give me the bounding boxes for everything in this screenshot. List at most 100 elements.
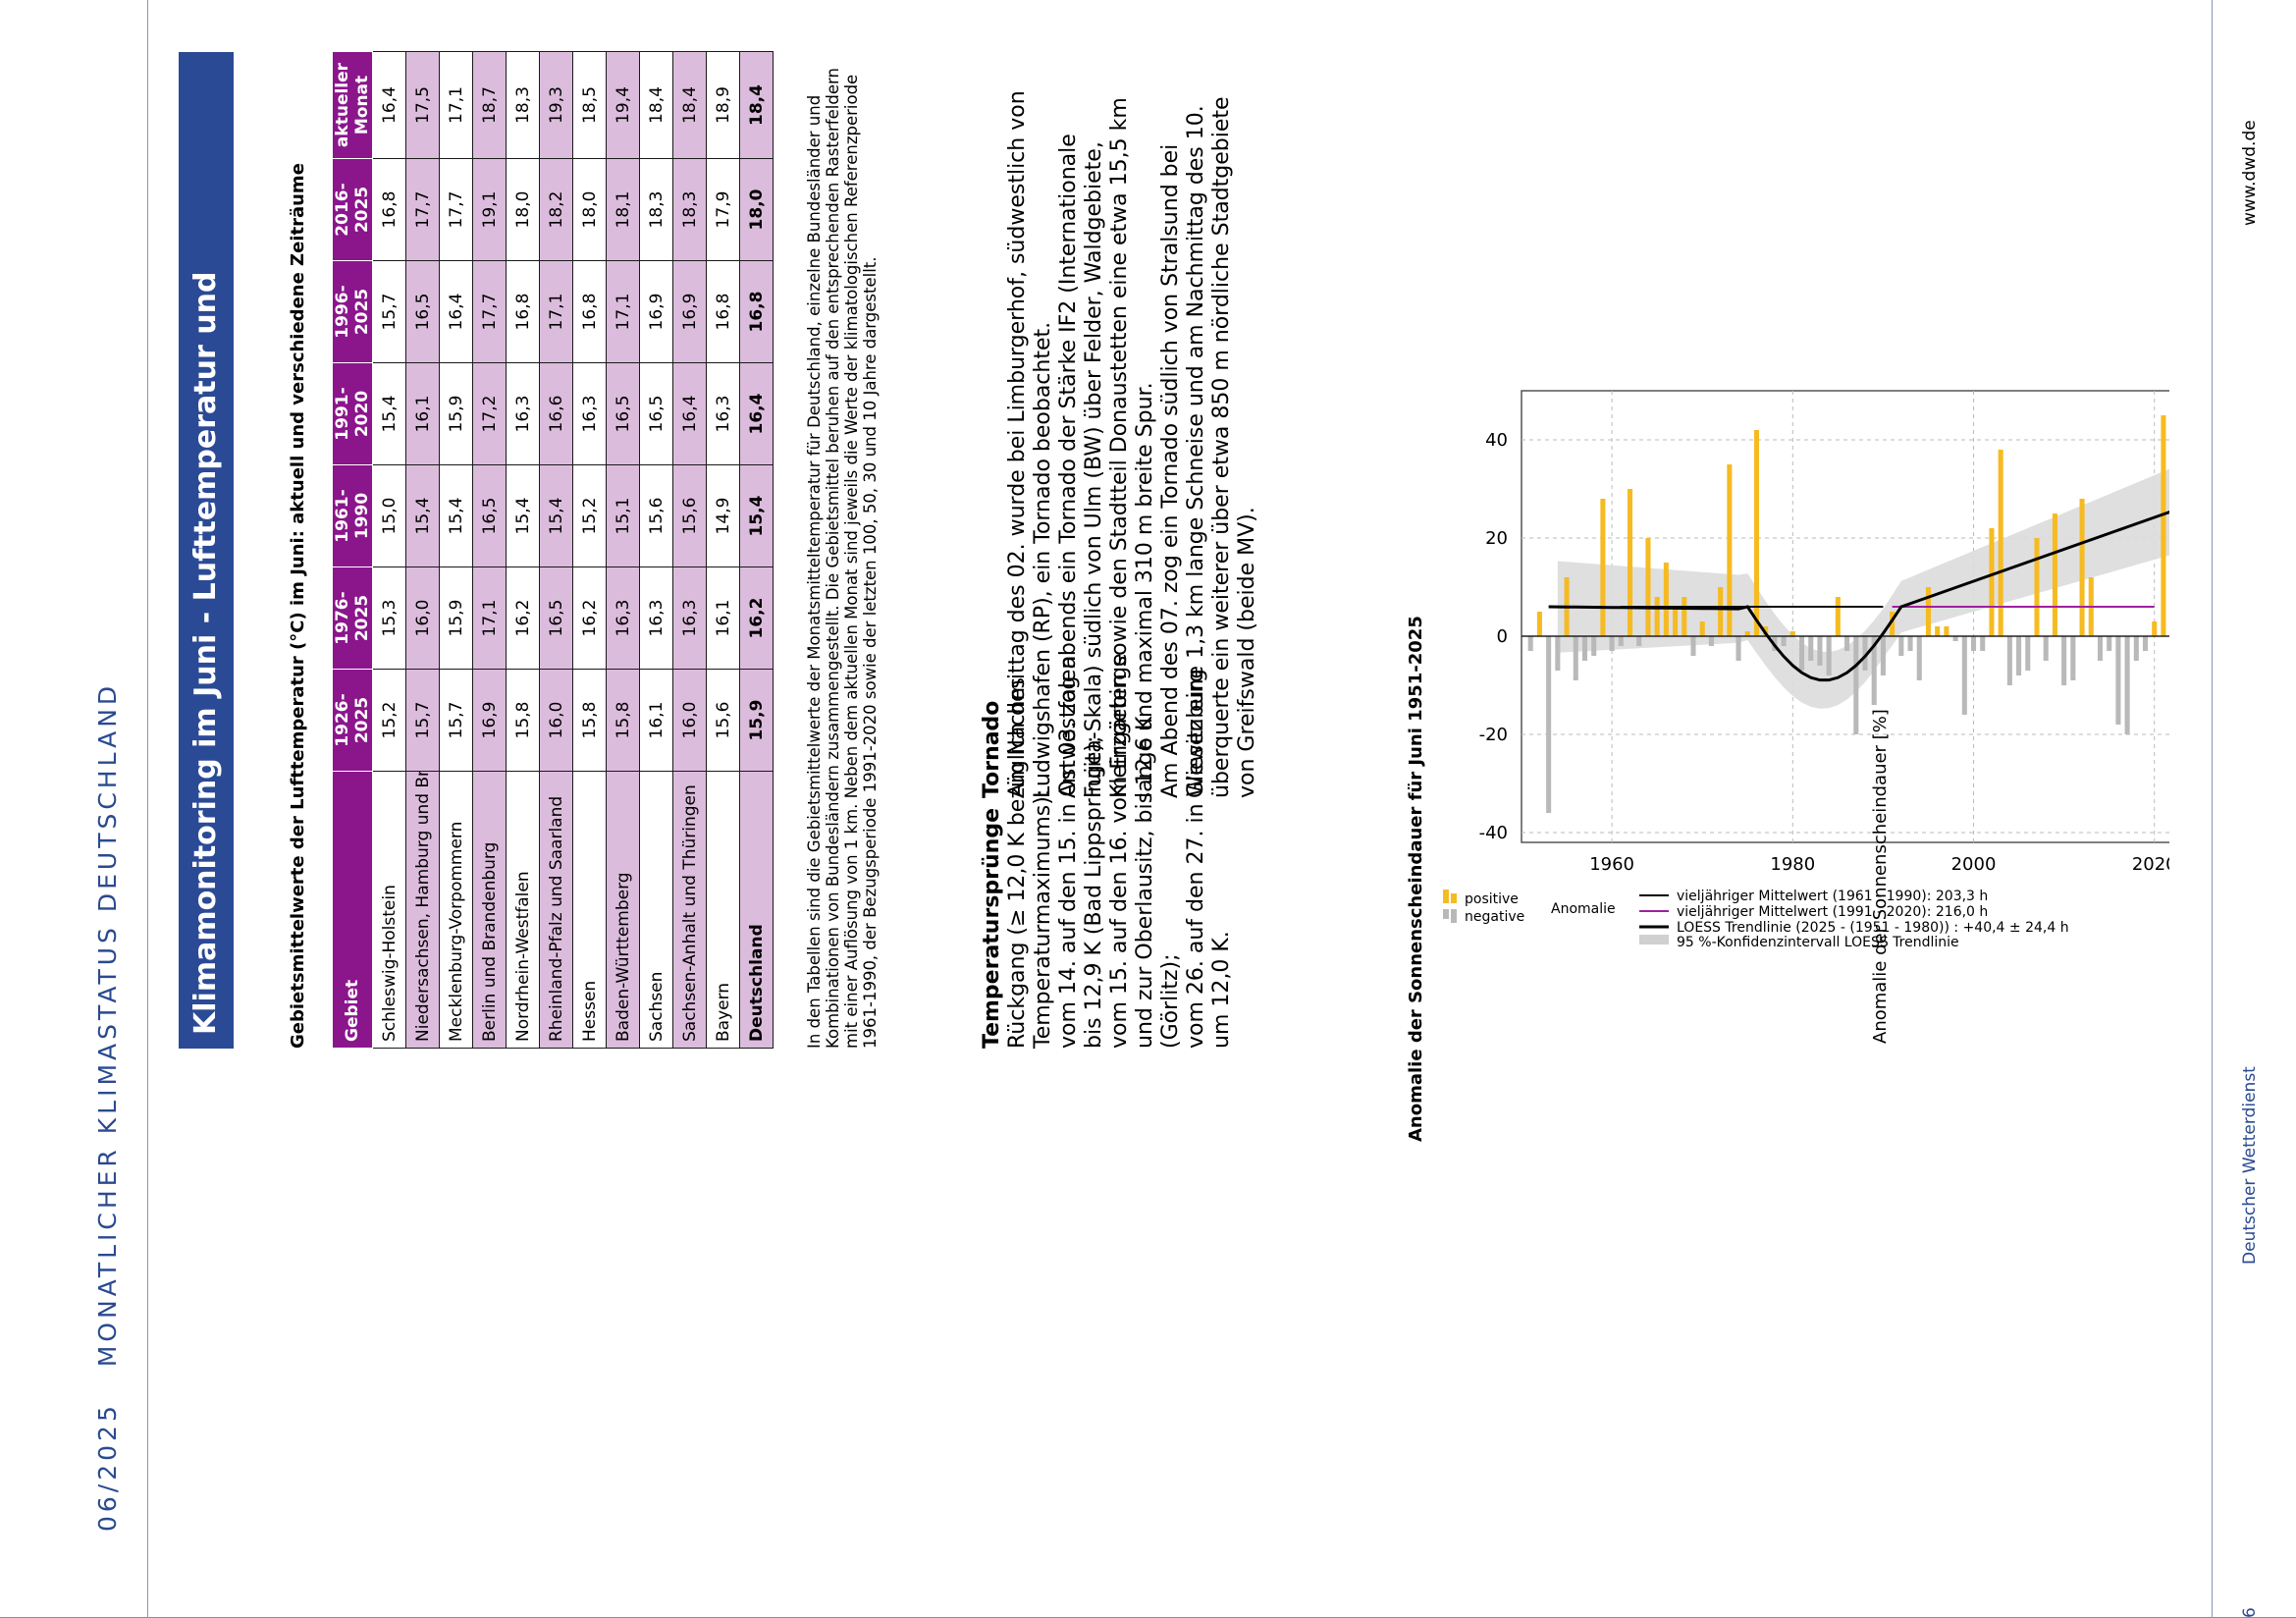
positive-bar bbox=[1699, 621, 1705, 636]
value-cell: 15,6 bbox=[672, 464, 707, 567]
legend-positive-swatch bbox=[1443, 890, 1449, 903]
table-row: Nordrhein-Westfalen 15,8 16,2 15,4 16,3 16,8 1… bbox=[506, 51, 540, 1049]
value-cell: 15,4 bbox=[372, 362, 406, 465]
value-cell: 15,3 bbox=[372, 566, 406, 670]
table-row: Rheinland-Pfalz und Saarland 16,0 16,5 15,4… bbox=[539, 51, 573, 1049]
negative-bar bbox=[1952, 636, 1958, 641]
negative-bar bbox=[2133, 636, 2139, 661]
legend-positive: positive bbox=[1465, 891, 1519, 907]
temperature-table: Gebiet 1926-2025 1976-2025 1961-1990 1991-20… bbox=[332, 51, 774, 1049]
negative-bar bbox=[1871, 636, 1877, 705]
negative-bar bbox=[2006, 636, 2012, 685]
negative-bar bbox=[1853, 636, 1859, 734]
value-cell: 16,3 bbox=[606, 566, 640, 670]
positive-bar bbox=[1835, 597, 1841, 636]
y-tick-label: -40 bbox=[1479, 823, 1508, 843]
value-cell: 16,9 bbox=[472, 669, 507, 772]
negative-bar bbox=[1898, 636, 1904, 656]
left-rule bbox=[147, 0, 148, 1618]
value-cell: 17,7 bbox=[405, 158, 440, 261]
paragraph: Am 03. zog abends ein Tornado der Stärke… bbox=[1056, 97, 1157, 798]
region-cell: Sachsen-Anhalt und Thüringen bbox=[672, 771, 707, 1049]
value-cell: 16,9 bbox=[639, 260, 673, 363]
value-cell: 16,5 bbox=[606, 362, 640, 465]
positive-bar bbox=[2052, 513, 2057, 636]
footer-url: www.dwd.de bbox=[2240, 120, 2260, 226]
tornado-text: Am Nachmittag des 02. wurde bei Limburge… bbox=[1005, 70, 1260, 798]
column-header: 1976-2025 bbox=[332, 566, 373, 670]
column-header: 2016-2025 bbox=[332, 158, 373, 261]
value-cell: 18,0 bbox=[506, 158, 540, 261]
positive-bar bbox=[1663, 563, 1669, 636]
negative-bar bbox=[1636, 636, 1642, 646]
value-cell: 15,0 bbox=[372, 464, 406, 567]
region-cell: Schleswig-Holstein bbox=[372, 771, 406, 1049]
paragraph: Am Abend des 07. zog ein Tornado südlich… bbox=[1158, 96, 1259, 798]
y-tick-label: 0 bbox=[1497, 626, 1508, 647]
chart-y-label: Anomalie der Sonnenscheindauer [%] bbox=[1870, 709, 1891, 1044]
value-cell: 18,2 bbox=[539, 158, 573, 261]
negative-bar bbox=[2016, 636, 2022, 675]
value-cell: 16,5 bbox=[405, 260, 440, 363]
value-cell: 15,2 bbox=[372, 669, 406, 772]
negative-bar bbox=[1591, 636, 1597, 656]
x-tick-label: 1980 bbox=[1770, 854, 1815, 875]
legend-negative-swatch bbox=[1443, 909, 1449, 919]
value-cell: 15,4 bbox=[506, 464, 540, 567]
value-cell: 16,2 bbox=[739, 566, 774, 670]
table-row: Mecklenburg-Vorpommern 15,7 15,9 15,4 15,9 16… bbox=[439, 51, 473, 1049]
issue-label: 06/2025 bbox=[93, 1402, 122, 1532]
value-cell: 15,4 bbox=[539, 464, 573, 567]
sunshine-anomaly-chart: 40 20 0 -20 -40 1960 1980 2000 2020 positive negat… bbox=[1443, 390, 2169, 950]
column-header: 1926-2025 bbox=[332, 669, 373, 772]
y-tick-label: 40 bbox=[1485, 430, 1508, 451]
value-cell: 16,1 bbox=[706, 566, 740, 670]
negative-bar bbox=[1573, 636, 1578, 680]
column-header: Gebiet bbox=[332, 771, 373, 1049]
value-cell: 15,9 bbox=[439, 362, 473, 465]
value-cell: 16,3 bbox=[672, 566, 707, 670]
region-cell: Nordrhein-Westfalen bbox=[506, 771, 540, 1049]
positive-bar bbox=[1789, 631, 1795, 636]
loess-trend bbox=[1548, 500, 2169, 682]
legend-trend: LOESS Trendlinie (2025 - (1951 - 1980)) … bbox=[1677, 920, 2069, 936]
value-cell: 18,3 bbox=[639, 158, 673, 261]
negative-bar bbox=[1862, 636, 1868, 671]
negative-bar bbox=[1708, 636, 1714, 646]
negative-bar bbox=[2070, 636, 2076, 680]
value-cell: 17,5 bbox=[405, 51, 440, 159]
region-cell: Bayern bbox=[706, 771, 740, 1049]
positive-bar bbox=[2152, 621, 2158, 636]
negative-bar bbox=[1581, 636, 1588, 661]
negative-bar bbox=[1555, 636, 1561, 671]
value-cell: 15,9 bbox=[739, 669, 774, 772]
legend-mean1: vieljähriger Mittelwert (1961 - 1990): 2… bbox=[1677, 889, 1988, 904]
value-cell: 17,7 bbox=[472, 260, 507, 363]
value-cell: 15,7 bbox=[405, 669, 440, 772]
value-cell: 16,9 bbox=[672, 260, 707, 363]
value-cell: 16,5 bbox=[472, 464, 507, 567]
negative-bar bbox=[1735, 636, 1741, 661]
region-cell: Hessen bbox=[572, 771, 607, 1049]
positive-bar bbox=[1890, 612, 1896, 636]
value-cell: 17,9 bbox=[706, 158, 740, 261]
value-cell: 15,1 bbox=[606, 464, 640, 567]
value-cell: 16,3 bbox=[639, 566, 673, 670]
y-tick-label: 20 bbox=[1485, 528, 1508, 549]
value-cell: 16,1 bbox=[639, 669, 673, 772]
column-header: 1961-1990 bbox=[332, 464, 373, 567]
table-row: Niedersachsen, Hamburg und Bremen 15,7 16,… bbox=[405, 51, 440, 1049]
table-row: Schleswig-Holstein 15,2 15,3 15,0 15,4 15,7 16… bbox=[372, 51, 406, 1049]
negative-bar bbox=[1970, 636, 1977, 651]
value-cell: 16,3 bbox=[706, 362, 740, 465]
value-cell: 16,2 bbox=[572, 566, 607, 670]
negative-bar bbox=[1817, 636, 1823, 666]
legend-anomaly: Anomalie bbox=[1551, 901, 1616, 917]
value-cell: 19,1 bbox=[472, 158, 507, 261]
value-cell: 18,3 bbox=[506, 51, 540, 159]
positive-bar bbox=[1925, 587, 1932, 636]
negative-bar bbox=[1546, 636, 1552, 813]
value-cell: 18,1 bbox=[606, 158, 640, 261]
positive-bar bbox=[1682, 597, 1687, 636]
